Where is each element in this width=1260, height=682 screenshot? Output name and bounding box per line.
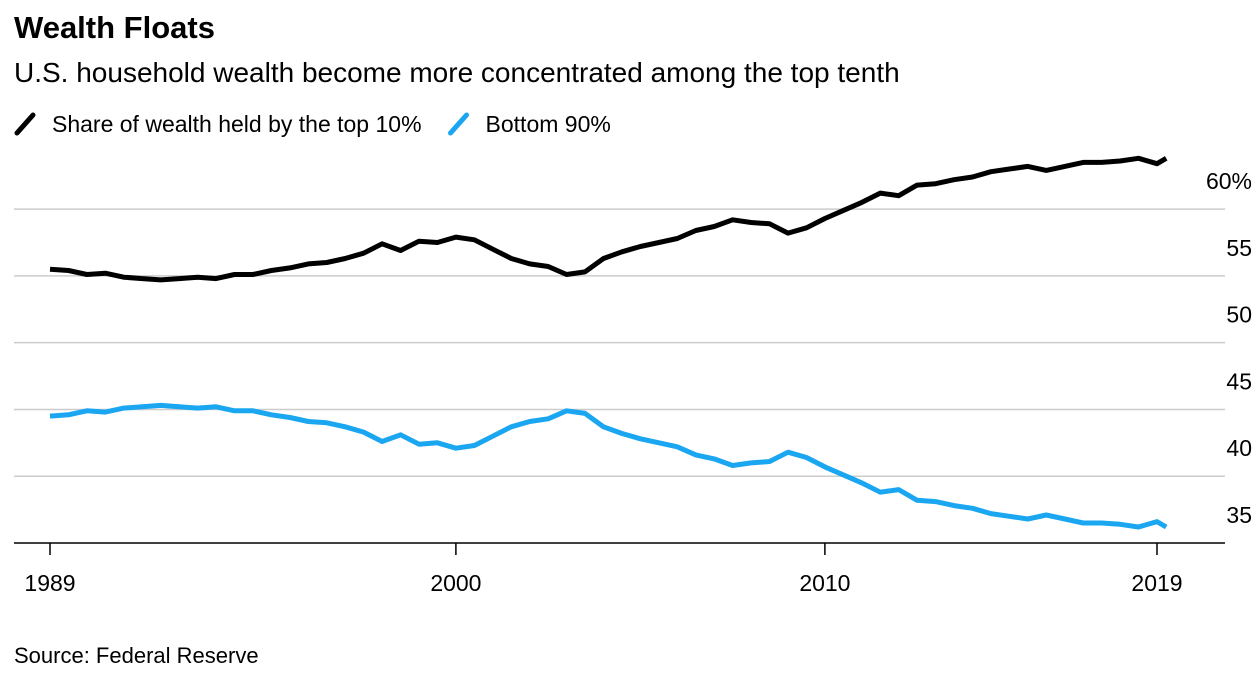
chart-subtitle: U.S. household wealth become more concen… [14,57,900,88]
chart-title: Wealth Floats [14,10,215,45]
x-tick-label: 1989 [24,570,75,596]
grid: 35 40 45 50 55 60% 1989 2000 2010 2019 [14,168,1252,596]
y-tick-label: 60% [1206,168,1252,194]
series-line [49,155,1168,283]
legend-swatch [14,112,36,136]
y-tick-label: 55 [1226,235,1252,261]
plot [49,155,1168,530]
legend: Share of wealth held by the top 10% Botto… [14,111,611,137]
y-tick-label: 50 [1226,302,1252,328]
x-tick-label: 2010 [799,570,850,596]
y-tick-label: 40 [1226,435,1252,461]
legend-label: Bottom 90% [486,111,611,137]
source: Source: Federal Reserve [14,643,259,668]
legend-swatch [448,112,470,136]
series-line [49,402,1168,530]
y-tick-label: 45 [1226,368,1252,394]
x-tick-label: 2000 [430,570,481,596]
y-tick-label: 35 [1226,502,1252,528]
x-tick-label: 2019 [1131,570,1182,596]
legend-label: Share of wealth held by the top 10% [52,111,422,137]
